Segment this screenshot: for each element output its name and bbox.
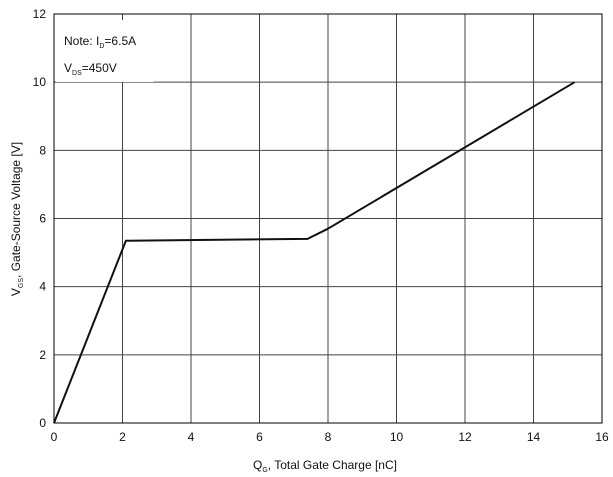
y-tick-label: 0: [39, 416, 46, 430]
annotation-background: [56, 20, 154, 82]
x-tick-label: 4: [188, 430, 195, 444]
y-axis-label: VGS, Gate-Source Voltage [V]: [9, 142, 25, 296]
y-tick-label: 2: [39, 348, 46, 362]
y-tick-label: 6: [39, 212, 46, 226]
y-tick-label: 4: [39, 280, 46, 294]
series-group: [53, 81, 576, 424]
tick-labels: 0 2 4 6 8 10 12 14 16 0 2 4 6 8 10 12: [33, 7, 609, 444]
y-tick-label: 8: [39, 143, 46, 157]
x-tick-label: 12: [458, 430, 472, 444]
x-tick-label: 10: [390, 430, 404, 444]
y-tick-label: 12: [33, 7, 47, 21]
x-tick-label: 2: [119, 430, 126, 444]
x-tick-label: 0: [51, 430, 58, 444]
x-tick-label: 6: [256, 430, 263, 444]
y-tick-label: 10: [33, 75, 47, 89]
plot-frame: [53, 13, 603, 424]
annotation-line-1: Note: ID=6.5A: [64, 34, 136, 50]
series-line: [53, 81, 576, 424]
x-axis-label: QG, Total Gate Charge [nC]: [253, 458, 397, 474]
x-tick-label: 8: [325, 430, 332, 444]
annotation-line-2: VDS=450V: [64, 61, 117, 77]
x-tick-label: 16: [595, 430, 609, 444]
x-tick-label: 14: [527, 430, 541, 444]
